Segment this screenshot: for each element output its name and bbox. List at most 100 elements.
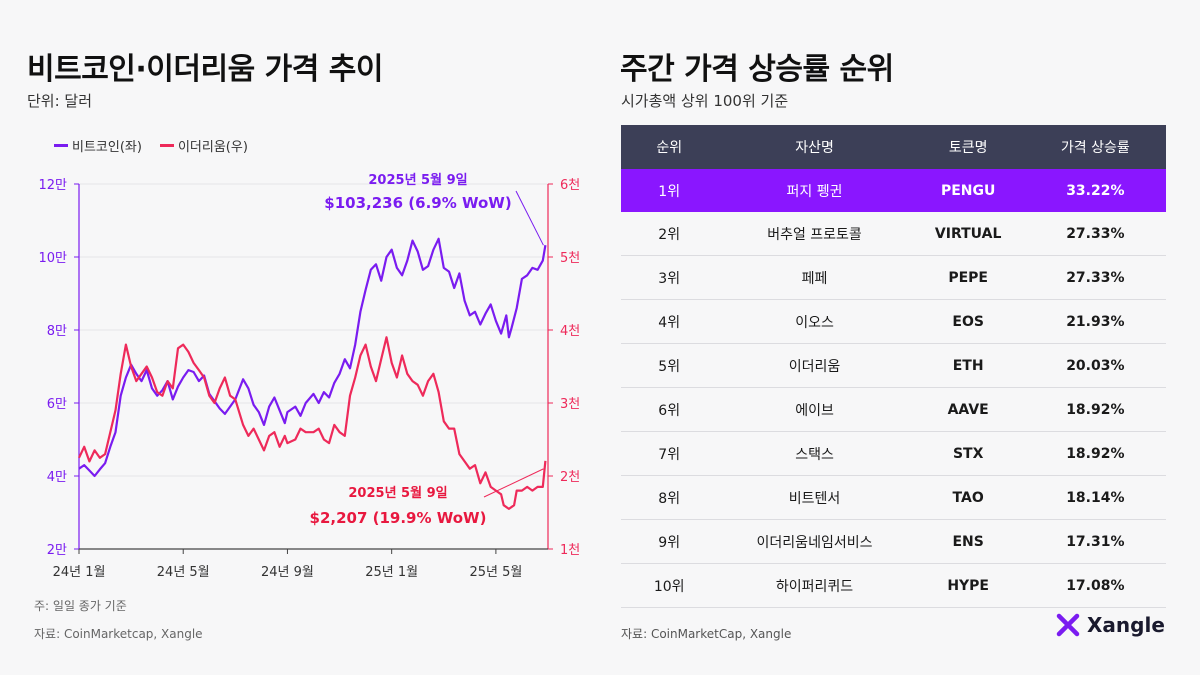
table-header-row: 순위 자산명 토큰명 가격 상승률 [621,125,1166,169]
cell-rank: 10위 [621,563,718,608]
legend-swatch-eth [159,144,174,147]
legend-swatch-btc [54,144,68,147]
table-source: 자료: CoinMarketCap, Xangle [621,627,792,641]
table-row: 7위 스택스 STX 18.92% [621,431,1166,476]
cell-asset: 퍼지 펭귄 [717,169,912,212]
cell-token: VIRTUAL [911,212,1025,256]
btc-annotation-value: $103,236 (6.9% WoW) [324,194,511,212]
legend-label-btc: 비트코인(좌) [72,140,142,155]
btc-series-line [78,237,547,478]
btc-annotation-date: 2025년 5월 9일 [368,172,467,188]
table-row: 2위 버추얼 프로토콜 VIRTUAL 27.33% [621,212,1166,256]
cell-change: 27.33% [1024,255,1166,300]
cell-change: 18.92% [1024,387,1166,432]
eth-series-line [78,336,547,510]
legend-item-eth: 이더리움(우) [159,136,248,155]
y-left-tick-label: 2만 [47,543,67,558]
xangle-logo: Xangle [1055,612,1165,638]
btc-annotation-leader [515,190,544,246]
table-row: 8위 비트텐서 TAO 18.14% [621,475,1166,520]
chart-axes: 2만 1천 4만 2천 6만 3천 8만 4천 10만 5천 12만 6천 24년 1월 24년 5월 24… [38,178,580,580]
cell-token: ENS [911,519,1025,564]
cell-token: HYPE [911,563,1025,608]
cell-change: 27.33% [1024,212,1166,256]
cell-rank: 2위 [621,212,718,256]
left-panel: 비트코인·이더리움 가격 추이 단위: 달러 비트코인(좌) 이더리움(우) 2… [27,52,580,641]
y-right-tick-label: 3천 [560,397,580,412]
eth-annotation-date: 2025년 5월 9일 [348,485,447,501]
legend-label-eth: 이더리움(우) [177,140,248,155]
chart-source: 자료: CoinMarketcap, Xangle [34,627,203,641]
cell-change: 18.92% [1024,431,1166,476]
header-rank: 순위 [621,125,718,169]
price-chart: 2만 1천 4만 2천 6만 3천 8만 4천 10만 5천 12만 6천 24년 1월 24년 5월 24… [38,172,580,580]
cell-rank: 6위 [621,387,718,432]
cell-change: 18.14% [1024,475,1166,520]
cell-asset: 하이퍼리퀴드 [717,563,912,608]
y-left-tick-label: 10만 [38,251,67,266]
table-body: 1위 퍼지 펭귄 PENGU 33.22% 2위 버추얼 프로토콜 VIRTUAL 27.33… [621,169,1166,608]
table-subtitle: 시가총액 상위 100위 기준 [621,92,789,110]
cell-asset: 이더리움 [717,343,912,388]
y-right-tick-label: 5천 [560,251,580,266]
cell-rank: 5위 [621,343,718,388]
chart-lines [78,237,547,510]
ranking-table: 순위 자산명 토큰명 가격 상승률 1위 퍼지 펭귄 PENGU 33.22% 2위 버추… [621,125,1166,608]
cell-asset: 에이브 [717,387,912,432]
y-right-tick-label: 1천 [560,543,580,558]
chart-annotations: 2025년 5월 9일 $103,236 (6.9% WoW) 2025년 5월 9… [310,172,544,527]
table-row: 10위 하이퍼리퀴드 HYPE 17.08% [621,563,1166,608]
cell-rank: 4위 [621,299,718,344]
x-tick-label: 24년 9월 [261,565,314,580]
cell-change: 17.31% [1024,519,1166,564]
cell-asset: 비트텐서 [717,475,912,520]
x-tick-label: 25년 1월 [365,565,418,580]
table-row: 4위 이오스 EOS 21.93% [621,299,1166,344]
y-right-tick-label: 6천 [560,178,580,193]
y-right-tick-label: 2천 [560,470,580,485]
eth-annotation-leader [483,468,544,498]
cell-asset: 스택스 [717,431,912,476]
right-panel: 주간 가격 상승률 순위 시가총액 상위 100위 기준 순위 자산명 토큰명 … [600,0,1200,675]
cell-rank: 9위 [621,519,718,564]
cell-token: STX [911,431,1025,476]
header-asset: 자산명 [717,125,912,169]
cell-rank: 7위 [621,431,718,476]
cell-token: PEPE [911,255,1025,300]
x-tick-label: 25년 5월 [469,565,522,580]
cell-token: PENGU [911,169,1025,212]
chart-footnote: 주: 일일 종가 기준 [34,599,127,613]
cell-rank: 3위 [621,255,718,300]
y-left-tick-label: 6만 [47,397,67,412]
legend-item-btc: 비트코인(좌) [54,136,142,155]
table-row: 3위 페페 PEPE 27.33% [621,255,1166,300]
cell-rank: 8위 [621,475,718,520]
xangle-logo-text: Xangle [1087,613,1165,637]
chart-unit: 단위: 달러 [27,92,93,110]
x-tick-label: 24년 1월 [53,565,106,580]
xangle-logo-icon [1056,613,1080,637]
cell-asset: 이더리움네임서비스 [717,519,912,564]
table-row: 1위 퍼지 펭귄 PENGU 33.22% [621,169,1166,212]
eth-annotation-value: $2,207 (19.9% WoW) [310,509,487,527]
cell-change: 21.93% [1024,299,1166,344]
cell-token: EOS [911,299,1025,344]
x-tick-label: 24년 5월 [157,565,210,580]
cell-token: AAVE [911,387,1025,432]
chart-legend: 비트코인(좌) 이더리움(우) [54,136,248,155]
cell-token: ETH [911,343,1025,388]
y-right-tick-label: 4천 [560,324,580,339]
table-row: 5위 이더리움 ETH 20.03% [621,343,1166,388]
cell-asset: 이오스 [717,299,912,344]
chart-title: 비트코인·이더리움 가격 추이 [27,52,384,87]
cell-asset: 페페 [717,255,912,300]
y-left-tick-label: 8만 [47,324,67,339]
cell-change: 33.22% [1024,169,1166,212]
cell-asset: 버추얼 프로토콜 [717,212,912,256]
y-left-tick-label: 4만 [47,470,67,485]
cell-change: 20.03% [1024,343,1166,388]
cell-rank: 1위 [621,169,718,212]
cell-change: 17.08% [1024,563,1166,608]
header-token: 토큰명 [911,125,1025,169]
table-row: 6위 에이브 AAVE 18.92% [621,387,1166,432]
